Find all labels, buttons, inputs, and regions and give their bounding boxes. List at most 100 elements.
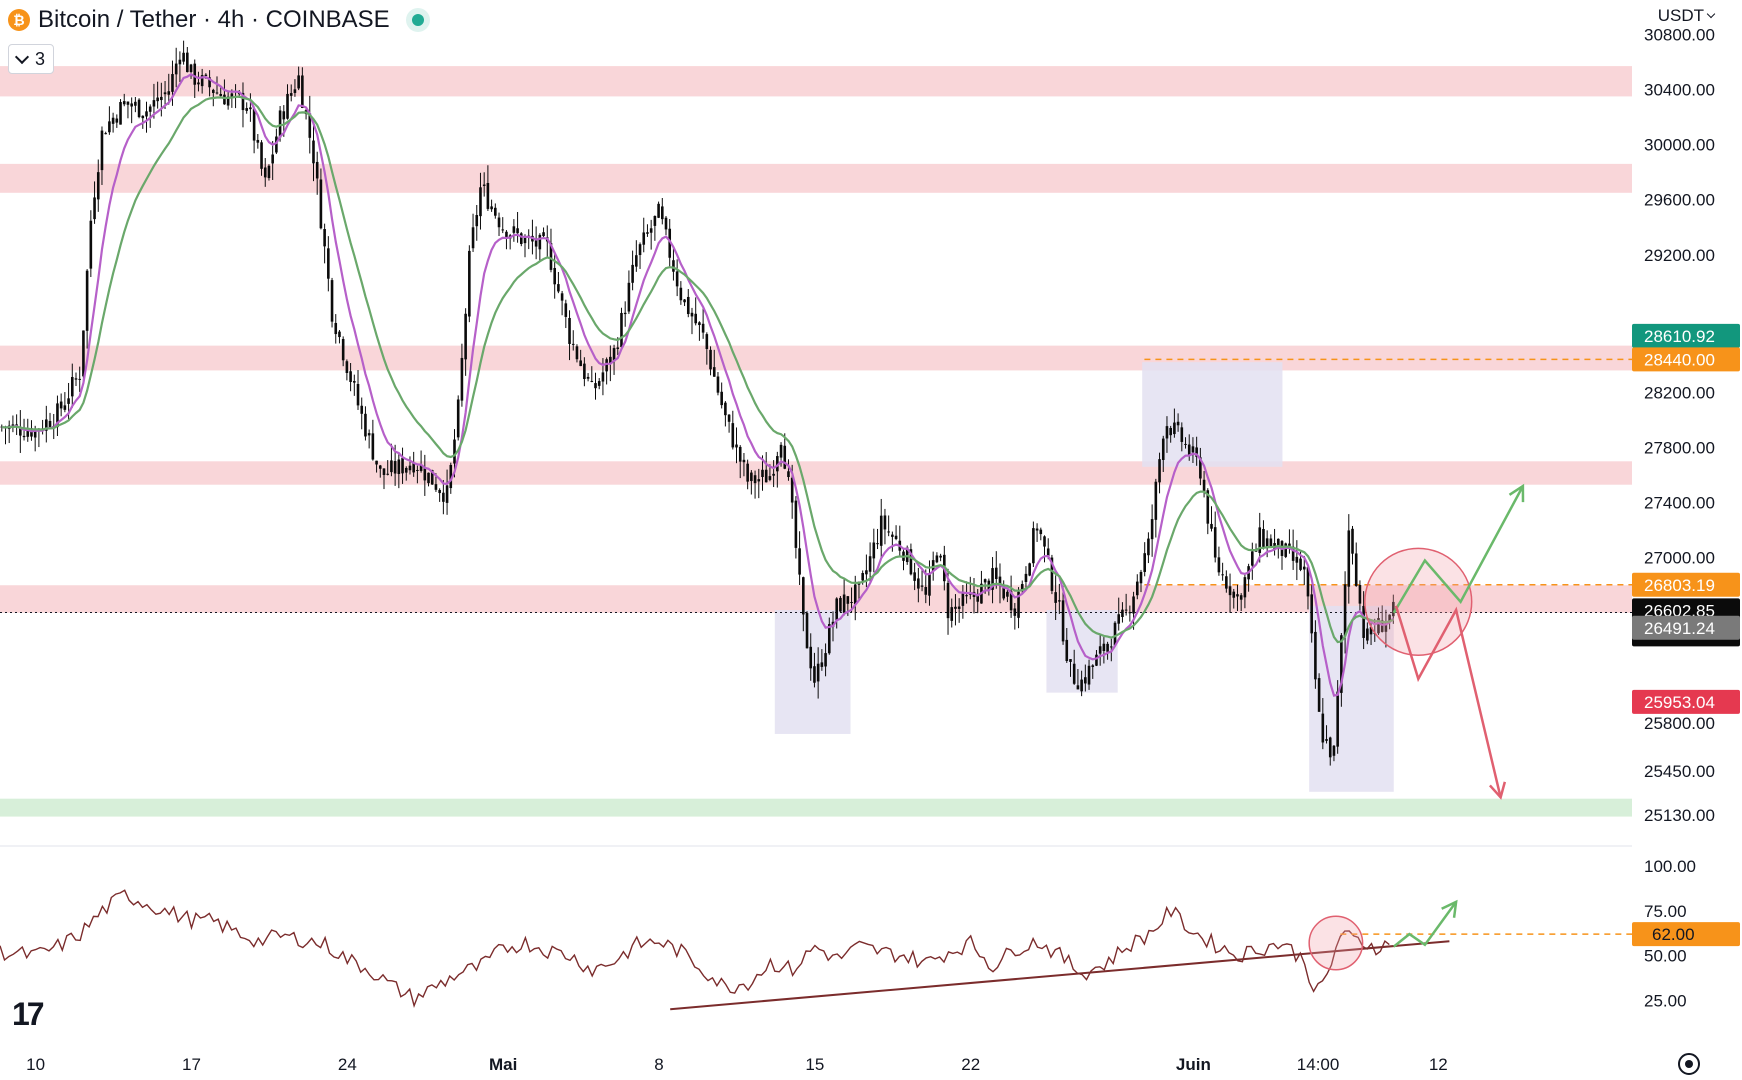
candle-body [794, 500, 798, 548]
candle-body [301, 75, 304, 108]
candle-body [1332, 745, 1336, 756]
candle-body [783, 445, 787, 469]
rsi-trendline [670, 940, 1450, 1011]
price-badge [1632, 323, 1740, 348]
candle-body [367, 433, 371, 436]
candle-body [1024, 573, 1028, 582]
candle-body [1158, 459, 1161, 483]
candle-body [267, 165, 271, 179]
candle-body [278, 110, 282, 138]
candle-body [1102, 643, 1106, 651]
candle-body [375, 460, 378, 465]
candle-body [827, 624, 831, 654]
tradingview-logo[interactable]: 17 [12, 996, 45, 1032]
candle-body [1384, 622, 1388, 632]
candle-body [126, 101, 130, 105]
candle-body [1262, 528, 1265, 547]
candle-body [1243, 577, 1247, 598]
bullish-scenario-arrow [1392, 485, 1525, 614]
gear-icon[interactable] [1678, 1053, 1700, 1075]
market-status-icon [411, 14, 424, 26]
candle-body [1328, 737, 1332, 758]
candle-body [1128, 612, 1132, 614]
candle-body [727, 414, 731, 422]
candle-body [401, 457, 404, 474]
candle-body [1321, 713, 1325, 743]
candle-body [360, 405, 364, 414]
candle-body [252, 108, 256, 141]
candle-body [382, 468, 386, 475]
candle-body [100, 130, 104, 171]
candle-body [1392, 601, 1395, 617]
candle-body [171, 74, 174, 92]
candle-body [464, 313, 467, 360]
candle-body [1039, 529, 1043, 535]
candle-body [1180, 427, 1184, 442]
candle-body [501, 229, 505, 231]
candle-body [735, 444, 738, 448]
candle-body [842, 594, 846, 613]
candle-body [1199, 457, 1202, 479]
candle-body [19, 426, 22, 436]
candle-body [442, 492, 445, 502]
candle-body [327, 248, 330, 279]
candle-body [1314, 631, 1317, 680]
candle-body [275, 136, 278, 153]
candle-body [686, 296, 690, 315]
indicators-toggle-button[interactable]: 3 [8, 44, 55, 74]
candle-body [1336, 691, 1339, 747]
candle-body [345, 361, 349, 373]
currency-selector[interactable]: USDT [1658, 6, 1716, 26]
y-tick-label: 25800.00 [1644, 714, 1715, 733]
candle-body [1176, 421, 1180, 426]
candle-body [353, 381, 356, 383]
price-badge [1632, 689, 1740, 714]
candle-body [349, 371, 352, 382]
candle-body [683, 299, 686, 303]
candle-body [627, 282, 631, 312]
candle-body [111, 117, 115, 124]
candle-body [1084, 677, 1087, 684]
candle-body [746, 463, 749, 482]
candle-body [286, 93, 289, 119]
candle-body [204, 74, 208, 76]
candle-body [649, 228, 653, 233]
candle-body [675, 271, 679, 287]
candle-body [449, 464, 453, 489]
candle-body [835, 598, 839, 621]
candle-body [1191, 446, 1195, 453]
candle-body [312, 140, 315, 164]
candle-body [93, 197, 96, 220]
candle-body [215, 92, 219, 94]
candle-body [768, 476, 772, 480]
candle-body [22, 435, 26, 438]
candle-body [1317, 678, 1321, 712]
candle-body [609, 356, 612, 364]
price-badge [1632, 615, 1740, 640]
resistance-zone [0, 345, 1632, 371]
candle-body [642, 232, 646, 245]
candle-body [297, 75, 300, 89]
symbol-title[interactable]: Bitcoin / Tether · 4h · COINBASE [38, 6, 390, 33]
candle-body [1020, 583, 1024, 590]
candle-body [1072, 663, 1076, 684]
candle-body [935, 555, 939, 563]
y-tick-label: 30400.00 [1644, 81, 1715, 100]
candle-body [738, 446, 742, 462]
candle-body [631, 264, 634, 283]
candle-body [371, 433, 375, 460]
candle-body [130, 103, 133, 107]
candle-body [1054, 592, 1057, 603]
candle-body [341, 339, 345, 361]
candle-body [189, 64, 193, 72]
candle-body [1046, 548, 1050, 556]
candle-body [475, 215, 479, 227]
candle-body [200, 75, 204, 87]
candle-body [319, 179, 323, 229]
y-tick-label: 27800.00 [1644, 439, 1715, 458]
candle-body [456, 399, 460, 438]
candle-body [186, 52, 189, 73]
candle-body [249, 107, 252, 110]
candle-body [668, 228, 672, 258]
